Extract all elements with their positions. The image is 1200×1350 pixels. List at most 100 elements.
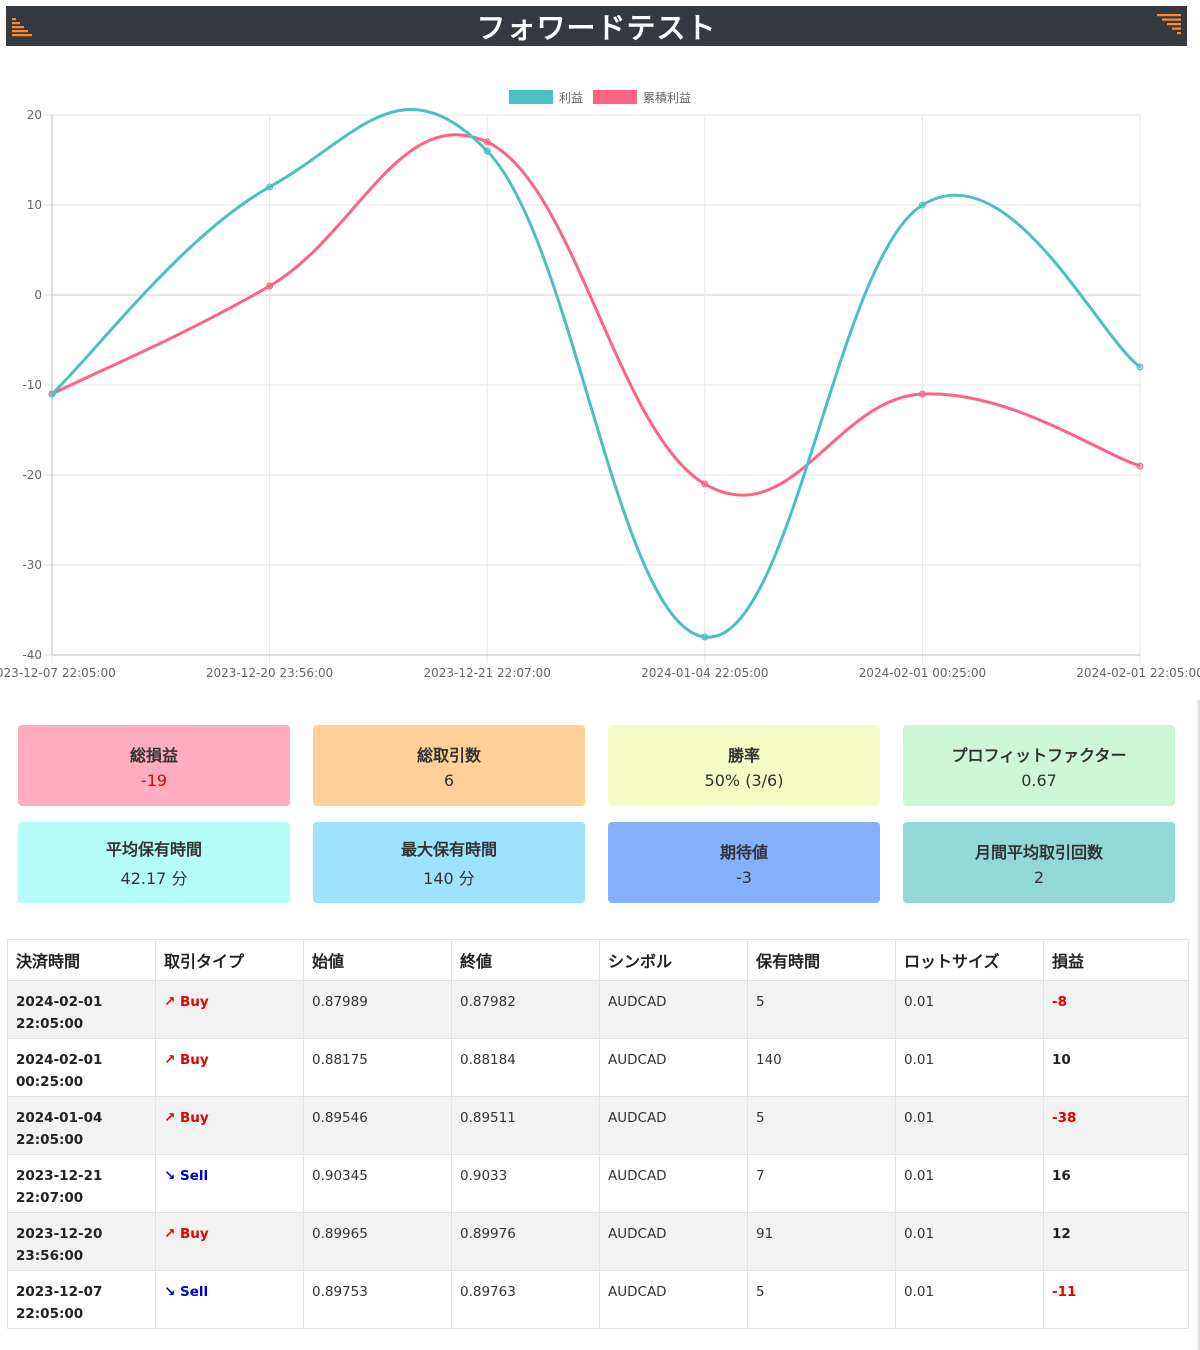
- close-clock: 22:05:00: [16, 1306, 84, 1322]
- table-row[interactable]: 2023-12-21 22:07:00 ↘ Sell 0.90345 0.9033 AUD…: [7, 1154, 1189, 1213]
- stat-label: 総損益: [129, 745, 178, 765]
- data-point: [266, 282, 274, 290]
- hold-time-cell: 7: [747, 1154, 896, 1213]
- buy-badge: ↗ Buy: [164, 1110, 209, 1126]
- stat-value: -3: [736, 867, 752, 887]
- column-header[interactable]: 決済時間: [7, 939, 156, 981]
- x-tick-label: 2023-12-21 22:07:00: [423, 666, 550, 680]
- buy-badge: ↗ Buy: [164, 1226, 209, 1242]
- symbol-cell: AUDCAD: [599, 1038, 748, 1097]
- stat-label: 総取引数: [416, 745, 481, 765]
- data-point: [701, 633, 709, 641]
- open-price-cell: 0.90345: [303, 1154, 452, 1213]
- close-time-cell: 2024-02-01 00:25:00: [7, 1038, 156, 1097]
- column-header[interactable]: ロットサイズ: [895, 939, 1044, 981]
- stat-label: プロフィットファクター: [951, 745, 1127, 765]
- column-header[interactable]: 損益: [1043, 939, 1189, 981]
- legend-swatch: [593, 90, 637, 104]
- x-tick-label: 2023-12-20 23:56:00: [206, 666, 333, 680]
- open-price-cell: 0.89965: [303, 1212, 452, 1271]
- scroll-edge: [1196, 700, 1200, 1350]
- profit-chart: 20 10 0 -10 -20 -30 -40 2023-12-07 22:05:00 2023…: [0, 80, 1200, 700]
- legend-swatch: [509, 90, 553, 104]
- symbol-cell: AUDCAD: [599, 1212, 748, 1271]
- table-row[interactable]: 2023-12-07 22:05:00 ↘ Sell 0.89753 0.89763 AU…: [7, 1270, 1189, 1329]
- stat-value: -19: [140, 770, 168, 790]
- stat-value: 42.17 分: [120, 869, 188, 888]
- close-date: 2024-01-04: [16, 1110, 103, 1126]
- stat-card: 総取引数 6: [313, 725, 585, 806]
- stat-card: プロフィットファクター 0.67: [903, 725, 1175, 806]
- trade-type-cell: ↗ Buy: [155, 980, 304, 1039]
- data-point: [1136, 462, 1144, 470]
- lot-size-cell: 0.01: [895, 1096, 1044, 1155]
- symbol-cell: AUDCAD: [599, 980, 748, 1039]
- data-point: [266, 183, 274, 191]
- close-time-cell: 2024-01-04 22:05:00: [7, 1096, 156, 1155]
- hold-time-cell: 5: [747, 1270, 896, 1329]
- column-header[interactable]: 保有時間: [747, 939, 896, 981]
- stat-value: 50% (3/6): [704, 770, 784, 790]
- stat-card: 勝率 50% (3/6): [608, 725, 880, 806]
- stat-label: 月間平均取引回数: [974, 842, 1103, 862]
- stat-label: 最大保有時間: [400, 840, 497, 859]
- lot-size-cell: 0.01: [895, 1154, 1044, 1213]
- stat-card: 期待値 -3: [608, 822, 880, 903]
- data-point: [918, 201, 926, 209]
- close-date: 2023-12-20: [16, 1226, 103, 1242]
- column-header[interactable]: シンボル: [599, 939, 748, 981]
- y-tick-label: 20: [27, 108, 42, 122]
- stat-card: 総損益 -19: [18, 725, 290, 806]
- table-row[interactable]: 2024-02-01 00:25:00 ↗ Buy 0.88175 0.88184 AUD…: [7, 1038, 1189, 1097]
- close-time-cell: 2023-12-20 23:56:00: [7, 1212, 156, 1271]
- menu-bars-icon[interactable]: [1157, 12, 1181, 40]
- stat-value: 140 分: [423, 869, 475, 888]
- column-header[interactable]: 終値: [451, 939, 600, 981]
- close-price-cell: 0.89976: [451, 1212, 600, 1271]
- close-time-cell: 2023-12-07 22:05:00: [7, 1270, 156, 1329]
- y-tick-label: -10: [22, 378, 42, 392]
- hold-time-cell: 5: [747, 1096, 896, 1155]
- stat-card: 最大保有時間 140 分: [313, 822, 585, 903]
- trade-type-cell: ↗ Buy: [155, 1212, 304, 1271]
- menu-bars-icon[interactable]: [12, 16, 32, 42]
- symbol-cell: AUDCAD: [599, 1154, 748, 1213]
- trade-type-cell: ↗ Buy: [155, 1096, 304, 1155]
- profit-loss-cell: 16: [1043, 1154, 1189, 1213]
- stat-value: 2: [1033, 867, 1045, 887]
- x-tick-label: 2024-02-01 00:25:00: [859, 666, 986, 680]
- table-body: 2024-02-01 22:05:00 ↗ Buy 0.87989 0.87982 AUD…: [7, 980, 1189, 1329]
- data-point: [483, 138, 491, 146]
- table-row[interactable]: 2024-01-04 22:05:00 ↗ Buy 0.89546 0.89511 AUD…: [7, 1096, 1189, 1155]
- data-point: [1136, 363, 1144, 371]
- stat-label: 期待値: [719, 842, 768, 862]
- x-tick-label: 2024-02-01 22:05:00: [1076, 666, 1200, 680]
- close-price-cell: 0.9033: [451, 1154, 600, 1213]
- close-clock: 22:07:00: [16, 1190, 84, 1206]
- table-row[interactable]: 2024-02-01 22:05:00 ↗ Buy 0.87989 0.87982 AUD…: [7, 980, 1189, 1039]
- column-header[interactable]: 始値: [303, 939, 452, 981]
- legend-label: 累積利益: [643, 90, 691, 105]
- profit-loss-cell: -11: [1043, 1270, 1189, 1329]
- data-point: [918, 390, 926, 398]
- data-point: [48, 390, 56, 398]
- table-header-row: 決済時間 取引タイプ 始値 終値 シンボル 保有時間 ロットサイズ 損益: [7, 939, 1189, 981]
- buy-badge: ↗ Buy: [164, 1052, 209, 1068]
- column-header[interactable]: 取引タイプ: [155, 939, 304, 981]
- x-tick-label: 2023-12-07 22:05:00: [0, 666, 116, 680]
- close-time-cell: 2024-02-01 22:05:00: [7, 980, 156, 1039]
- y-tick-label: 10: [27, 198, 42, 212]
- hold-time-cell: 91: [747, 1212, 896, 1271]
- buy-badge: ↗ Buy: [164, 994, 209, 1010]
- y-tick-label: 0: [34, 288, 42, 302]
- trade-type-cell: ↘ Sell: [155, 1154, 304, 1213]
- close-clock: 22:05:00: [16, 1016, 84, 1032]
- table-row[interactable]: 2023-12-20 23:56:00 ↗ Buy 0.89965 0.89976 AUD…: [7, 1212, 1189, 1271]
- lot-size-cell: 0.01: [895, 1038, 1044, 1097]
- profit-loss-cell: -38: [1043, 1096, 1189, 1155]
- trade-type-cell: ↘ Sell: [155, 1270, 304, 1329]
- lot-size-cell: 0.01: [895, 1270, 1044, 1329]
- close-clock: 23:56:00: [16, 1248, 84, 1264]
- x-tick-label: 2024-01-04 22:05:00: [641, 666, 768, 680]
- lot-size-cell: 0.01: [895, 980, 1044, 1039]
